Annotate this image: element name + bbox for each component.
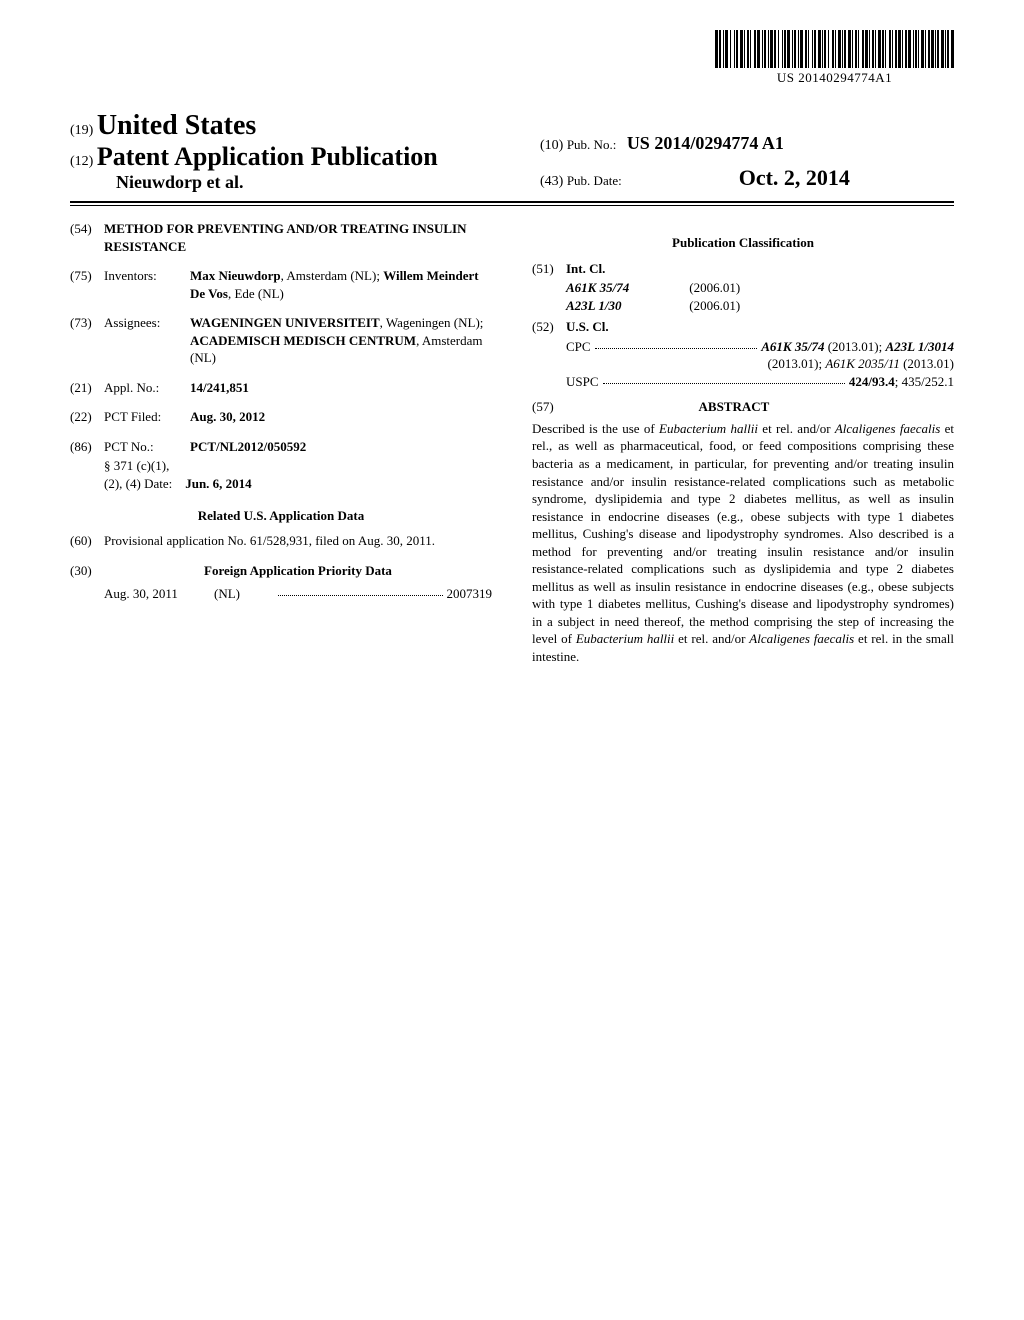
assignee-1: WAGENINGEN UNIVERSITEIT — [190, 315, 380, 330]
uscl-label: U.S. Cl. — [566, 318, 954, 336]
priority-date: Aug. 30, 2011 — [104, 585, 214, 603]
inventors-label: Inventors: — [104, 267, 190, 302]
inid-19: (19) — [70, 123, 93, 138]
classification-title: Publication Classification — [532, 234, 954, 252]
s371-line1: § 371 (c)(1), — [70, 457, 492, 475]
two-column-body: (54) METHOD FOR PREVENTING AND/OR TREATI… — [70, 220, 954, 666]
pub-no-label: Pub. No.: — [567, 137, 616, 152]
priority-appno: 2007319 — [447, 585, 493, 603]
inid-73: (73) — [70, 314, 104, 367]
cpc-tail: A61K 35/74 (2013.01); A23L 1/3014 — [761, 338, 954, 356]
inid-75: (75) — [70, 267, 104, 302]
inid-54: (54) — [70, 220, 104, 255]
inid-22: (22) — [70, 408, 104, 426]
priority-row: Aug. 30, 2011 (NL) 2007319 — [70, 585, 492, 603]
intcl-row-2: A23L 1/30 (2006.01) — [532, 297, 954, 315]
abstract-text: Described is the use of Eubacterium hall… — [532, 420, 954, 666]
assignees-value: WAGENINGEN UNIVERSITEIT, Wageningen (NL)… — [190, 314, 492, 367]
inid-43: (43) — [540, 174, 563, 189]
uspc-tail: 424/93.4; 435/252.1 — [849, 373, 954, 391]
rule-thin — [70, 205, 954, 206]
field-86: (86) PCT No.: PCT/NL2012/050592 — [70, 438, 492, 456]
s371-line2: (2), (4) Date: Jun. 6, 2014 — [70, 475, 492, 493]
field-73: (73) Assignees: WAGENINGEN UNIVERSITEIT,… — [70, 314, 492, 367]
pub-date-label: Pub. Date: — [567, 173, 622, 188]
pctfiled-value: Aug. 30, 2012 — [190, 408, 492, 426]
field-60: (60) Provisional application No. 61/528,… — [70, 532, 492, 550]
inid-30: (30) — [70, 562, 104, 580]
barcode-graphic — [715, 30, 954, 68]
country: United States — [97, 110, 256, 141]
field-57: (57) ABSTRACT — [532, 398, 954, 416]
field-21: (21) Appl. No.: 14/241,851 — [70, 379, 492, 397]
inventor-1: Max Nieuwdorp — [190, 268, 281, 283]
barcode-text: US 20140294774A1 — [715, 70, 954, 86]
inid-86: (86) — [70, 438, 104, 456]
publication-title: Patent Application Publication — [97, 142, 438, 171]
intcl-2-ver: (2006.01) — [689, 298, 740, 313]
field-52: (52) U.S. Cl. — [532, 318, 954, 336]
intcl-2-code: A23L 1/30 — [566, 297, 686, 315]
inid-12: (12) — [70, 154, 93, 169]
cpc-row: CPC A61K 35/74 (2013.01); A23L 1/3014 — [532, 338, 954, 356]
intcl-1-ver: (2006.01) — [689, 280, 740, 295]
applno-value: 14/241,851 — [190, 379, 492, 397]
related-data-title: Related U.S. Application Data — [70, 507, 492, 525]
barcode-block: US 20140294774A1 — [715, 30, 954, 86]
pctno-label: PCT No.: — [104, 438, 190, 456]
assignee-2: ACADEMISCH MEDISCH CENTRUM — [190, 333, 416, 348]
intcl-1-code: A61K 35/74 — [566, 279, 686, 297]
cpc-lead: CPC — [566, 338, 591, 356]
inid-10: (10) — [540, 138, 563, 153]
pctfiled-label: PCT Filed: — [104, 408, 190, 426]
provisional-text: Provisional application No. 61/528,931, … — [104, 532, 492, 550]
intcl-row-1: A61K 35/74 (2006.01) — [532, 279, 954, 297]
pub-no: US 2014/0294774 A1 — [627, 133, 784, 153]
dots-icon — [603, 373, 845, 384]
inid-51: (51) — [532, 260, 566, 278]
cpc-line-2: (2013.01); A61K 2035/11 (2013.01) — [532, 355, 954, 373]
inid-60: (60) — [70, 532, 104, 550]
dots-icon — [278, 585, 443, 596]
inventors-value: Max Nieuwdorp, Amsterdam (NL); Willem Me… — [190, 267, 492, 302]
field-54: (54) METHOD FOR PREVENTING AND/OR TREATI… — [70, 220, 492, 255]
invention-title: METHOD FOR PREVENTING AND/OR TREATING IN… — [104, 220, 492, 255]
s371-date-label: (2), (4) Date: — [104, 476, 172, 491]
pctno-value: PCT/NL2012/050592 — [190, 438, 492, 456]
intcl-label: Int. Cl. — [566, 260, 954, 278]
uspc-lead: USPC — [566, 373, 599, 391]
pub-date: Oct. 2, 2014 — [739, 165, 850, 190]
assignees-label: Assignees: — [104, 314, 190, 367]
priority-cc: (NL) — [214, 585, 274, 603]
field-30: (30) Foreign Application Priority Data — [70, 562, 492, 580]
pub-right: (10) Pub. No.: US 2014/0294774 A1 (43) P… — [540, 128, 850, 196]
inid-21: (21) — [70, 379, 104, 397]
right-column: Publication Classification (51) Int. Cl.… — [532, 220, 954, 666]
foreign-priority-title: Foreign Application Priority Data — [104, 562, 492, 580]
s371-date: Jun. 6, 2014 — [185, 476, 251, 491]
inventor-2-loc: , Ede (NL) — [228, 286, 284, 301]
dots-icon — [595, 338, 758, 349]
abstract-title: ABSTRACT — [523, 398, 945, 416]
field-75: (75) Inventors: Max Nieuwdorp, Amsterdam… — [70, 267, 492, 302]
uspc-row: USPC 424/93.4; 435/252.1 — [532, 373, 954, 391]
field-22: (22) PCT Filed: Aug. 30, 2012 — [70, 408, 492, 426]
inid-52: (52) — [532, 318, 566, 336]
left-column: (54) METHOD FOR PREVENTING AND/OR TREATI… — [70, 220, 492, 666]
rule-thick — [70, 201, 954, 203]
field-51: (51) Int. Cl. — [532, 260, 954, 278]
inventor-1-loc: , Amsterdam (NL); — [281, 268, 384, 283]
applno-label: Appl. No.: — [104, 379, 190, 397]
assignee-1-loc: , Wageningen (NL); — [380, 315, 484, 330]
